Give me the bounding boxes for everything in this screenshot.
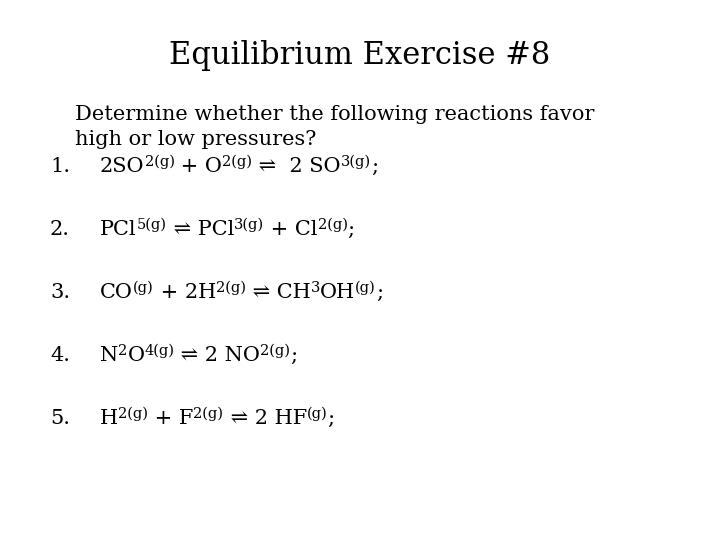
Text: 2.: 2. (50, 220, 70, 239)
Text: 2(g): 2(g) (118, 407, 148, 421)
Text: 3.: 3. (50, 283, 70, 302)
Text: ;: ; (328, 409, 335, 428)
Text: ⇌  2 SO: ⇌ 2 SO (253, 157, 341, 176)
Text: Determine whether the following reactions favor: Determine whether the following reaction… (75, 105, 595, 124)
Text: 3(g): 3(g) (234, 218, 264, 232)
Text: ;: ; (290, 346, 297, 365)
Text: 2(g): 2(g) (145, 155, 174, 170)
Text: 2(g): 2(g) (318, 218, 348, 232)
Text: 3: 3 (310, 281, 320, 295)
Text: + F: + F (148, 409, 194, 428)
Text: O: O (127, 346, 145, 365)
Text: 2: 2 (118, 345, 127, 359)
Text: 3(g): 3(g) (341, 155, 371, 170)
Text: ;: ; (371, 157, 378, 176)
Text: 2(g): 2(g) (222, 155, 253, 170)
Text: 4(g): 4(g) (145, 344, 174, 359)
Text: + O: + O (174, 157, 222, 176)
Text: ⇌ 2 NO: ⇌ 2 NO (174, 346, 261, 365)
Text: 5(g): 5(g) (137, 218, 166, 232)
Text: ;: ; (376, 283, 383, 302)
Text: (g): (g) (355, 281, 376, 295)
Text: + 2H: + 2H (153, 283, 216, 302)
Text: 4.: 4. (50, 346, 70, 365)
Text: ;: ; (348, 220, 355, 239)
Text: + Cl: + Cl (264, 220, 318, 239)
Text: CO: CO (100, 283, 133, 302)
Text: 1.: 1. (50, 157, 70, 176)
Text: 2(g): 2(g) (216, 281, 246, 295)
Text: N: N (100, 346, 118, 365)
Text: (g): (g) (133, 281, 153, 295)
Text: high or low pressures?: high or low pressures? (75, 130, 316, 149)
Text: 2(g): 2(g) (194, 407, 223, 421)
Text: OH: OH (320, 283, 355, 302)
Text: 2(g): 2(g) (261, 344, 290, 359)
Text: ⇌ 2 HF: ⇌ 2 HF (223, 409, 307, 428)
Text: ⇌ PCl: ⇌ PCl (166, 220, 234, 239)
Text: 2SO: 2SO (100, 157, 145, 176)
Text: Equilibrium Exercise #8: Equilibrium Exercise #8 (169, 40, 551, 71)
Text: 5.: 5. (50, 409, 70, 428)
Text: ⇌ CH: ⇌ CH (246, 283, 310, 302)
Text: (g): (g) (307, 407, 328, 421)
Text: PCl: PCl (100, 220, 137, 239)
Text: H: H (100, 409, 118, 428)
